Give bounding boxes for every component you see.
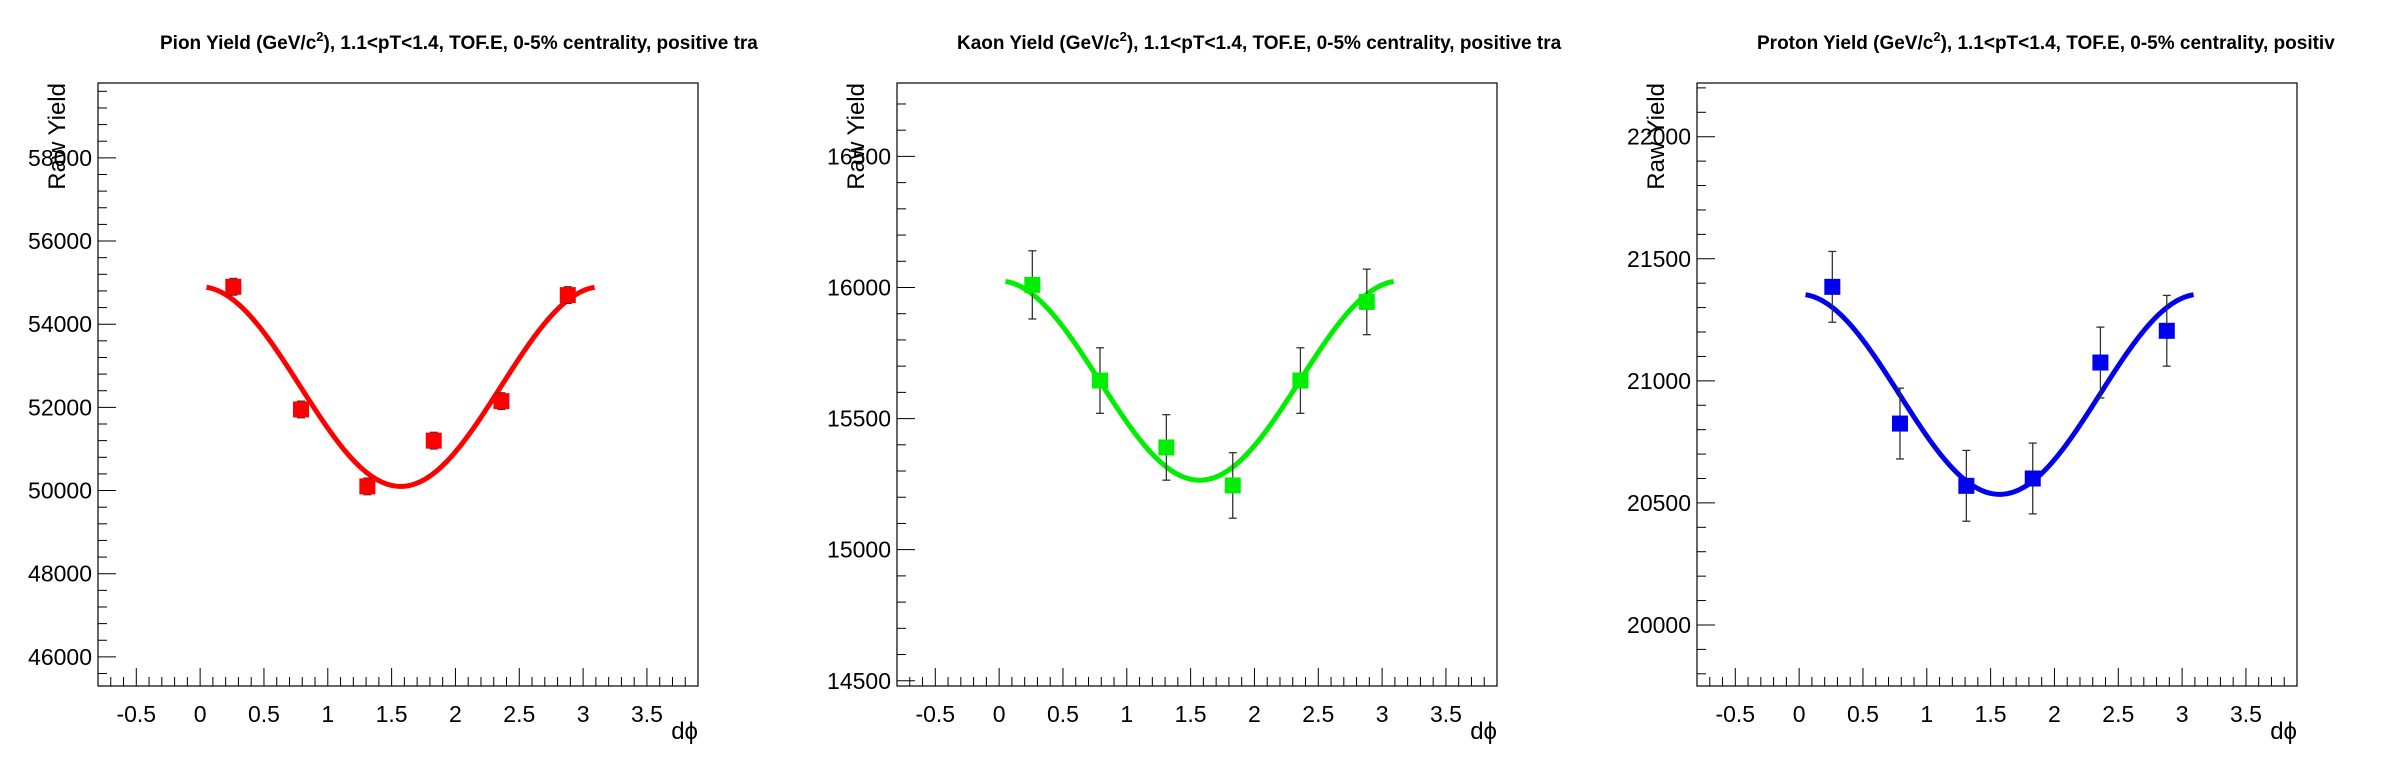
x-tick-label: -0.5	[1715, 701, 1755, 727]
y-tick-label: 20500	[1627, 490, 1691, 516]
chart-title-text-rest: ), 1.1<pT<1.4, TOF.E, 0-5% centrality, p…	[1941, 33, 2336, 54]
plot-frame	[1696, 82, 2298, 687]
chart-title-text: Pion Yield (GeV/c	[160, 33, 317, 54]
data-point	[2092, 354, 2109, 371]
x-tick-label: 0	[993, 701, 1006, 727]
data-point	[225, 278, 242, 295]
panel-3: Proton Yield (GeV/c2), 1.1<pT<1.4, TOF.E…	[1627, 29, 2335, 745]
y-tick-label: 56000	[28, 228, 92, 254]
data-point	[1024, 276, 1041, 293]
chart-title-superscript: 2	[316, 29, 323, 44]
x-axis-title: dϕ	[2270, 718, 2297, 745]
data-point	[1824, 278, 1841, 295]
x-tick-label: 0	[194, 701, 207, 727]
x-tick-label: 3	[577, 701, 590, 727]
x-tick-label: 1.5	[376, 701, 408, 727]
x-tick-label: 3	[1376, 701, 1389, 727]
y-tick-label: 22000	[1627, 124, 1691, 150]
data-point	[359, 478, 376, 495]
data-point	[425, 432, 442, 449]
x-tick-label: -0.5	[915, 701, 955, 727]
fit-curve	[1805, 292, 2195, 497]
x-tick-label: 1	[1120, 701, 1133, 727]
x-tick-label: 1.5	[1975, 701, 2007, 727]
y-axis-title: Raw Yield	[1643, 83, 1670, 190]
data-point	[1358, 293, 1375, 310]
chart-title-text: Proton Yield (GeV/c	[1757, 33, 1934, 54]
x-tick-label: 2.5	[503, 701, 535, 727]
panel-1: Pion Yield (GeV/c2), 1.1<pT<1.4, TOF.E, …	[28, 29, 758, 745]
x-tick-label: 2	[1248, 701, 1261, 727]
x-tick-label: 1	[1920, 701, 1933, 727]
data-point	[559, 287, 576, 304]
y-tick-label: 52000	[28, 394, 92, 420]
data-point	[2024, 470, 2041, 487]
x-tick-label: 0.5	[248, 701, 280, 727]
x-tick-label: 0.5	[1047, 701, 1079, 727]
y-tick-label: 14500	[827, 668, 891, 694]
x-tick-label: 3.5	[1430, 701, 1462, 727]
y-tick-label: 58000	[28, 145, 92, 171]
x-tick-label: 1.5	[1175, 701, 1207, 727]
panel-2: Kaon Yield (GeV/c2), 1.1<pT<1.4, TOF.E, …	[827, 29, 1562, 745]
data-point	[2158, 322, 2175, 339]
plot-frame	[97, 82, 699, 687]
x-axis-title: dϕ	[1470, 718, 1497, 745]
y-tick-label: 21500	[1627, 246, 1691, 272]
chart-title-superscript: 2	[1933, 29, 1940, 44]
data-point	[292, 401, 309, 418]
x-tick-label: 2	[2048, 701, 2061, 727]
chart-title-text-rest: ), 1.1<pT<1.4, TOF.E, 0-5% centrality, p…	[1127, 33, 1562, 54]
y-tick-label: 21000	[1627, 368, 1691, 394]
x-tick-label: 2	[449, 701, 462, 727]
y-tick-label: 20000	[1627, 612, 1691, 638]
data-point	[1891, 415, 1908, 432]
x-tick-label: 0.5	[1847, 701, 1879, 727]
x-tick-label: 3	[2176, 701, 2189, 727]
x-tick-label: -0.5	[116, 701, 156, 727]
x-tick-label: 2.5	[2102, 701, 2134, 727]
y-axis-title: Raw Yield	[44, 83, 71, 190]
x-tick-label: 2.5	[1302, 701, 1334, 727]
data-point	[1958, 477, 1975, 494]
chart-title: Kaon Yield (GeV/c2), 1.1<pT<1.4, TOF.E, …	[957, 29, 1562, 54]
data-point	[1158, 439, 1175, 456]
chart-title: Pion Yield (GeV/c2), 1.1<pT<1.4, TOF.E, …	[160, 29, 758, 54]
data-point	[1224, 477, 1241, 494]
plot-frame	[896, 82, 1498, 687]
chart-title-superscript: 2	[1120, 29, 1127, 44]
chart-title-text: Kaon Yield (GeV/c	[957, 33, 1120, 54]
x-tick-label: 1	[321, 701, 334, 727]
chart-title-text-rest: ), 1.1<pT<1.4, TOF.E, 0-5% centrality, p…	[324, 33, 759, 54]
fit-curve	[1005, 278, 1395, 483]
data-point	[493, 393, 510, 410]
data-point	[1292, 372, 1309, 389]
y-tick-label: 16000	[827, 274, 891, 300]
y-tick-label: 15000	[827, 537, 891, 563]
y-tick-label: 16500	[827, 143, 891, 169]
y-tick-label: 54000	[28, 311, 92, 337]
y-tick-label: 50000	[28, 478, 92, 504]
x-axis-title: dϕ	[671, 718, 698, 745]
y-tick-label: 15500	[827, 406, 891, 432]
x-tick-label: 0	[1793, 701, 1806, 727]
x-tick-label: 3.5	[2230, 701, 2262, 727]
y-axis-title: Raw Yield	[843, 83, 870, 190]
data-point	[1091, 372, 1108, 389]
y-tick-label: 46000	[28, 644, 92, 670]
y-tick-label: 48000	[28, 561, 92, 587]
x-tick-label: 3.5	[631, 701, 663, 727]
fit-curve	[206, 284, 596, 489]
chart-title: Proton Yield (GeV/c2), 1.1<pT<1.4, TOF.E…	[1757, 29, 2335, 54]
